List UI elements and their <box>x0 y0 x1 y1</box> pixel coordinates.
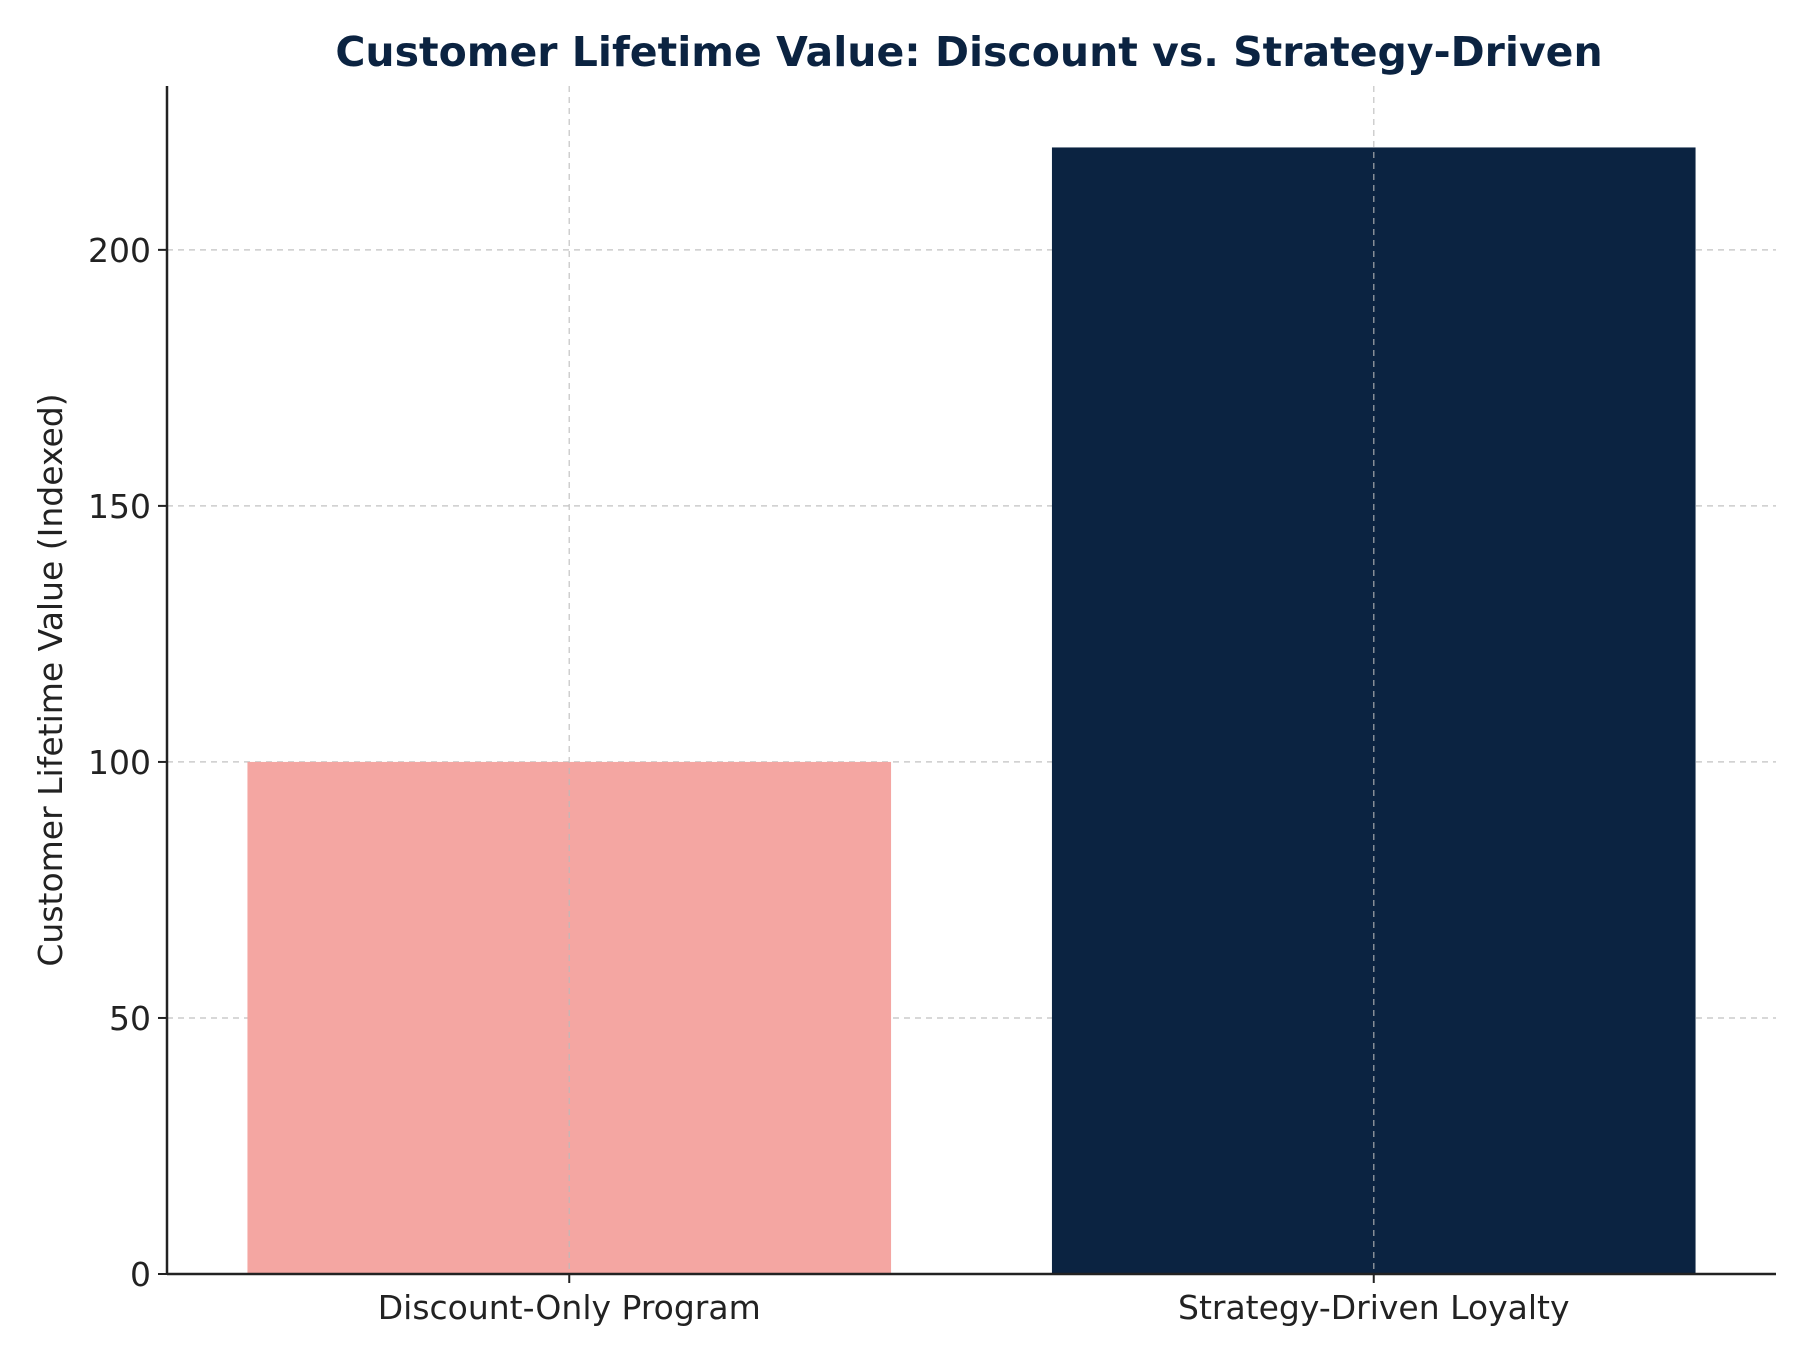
y-tick-label-150: 150 <box>88 487 151 526</box>
vertical-gridlines <box>568 86 1375 1274</box>
bar-1 <box>1051 147 1696 1275</box>
y-tick-label-200: 200 <box>88 231 151 270</box>
x-tick-label-1: Strategy-Driven Loyalty <box>1178 1288 1570 1327</box>
chart-title: Customer Lifetime Value: Discount vs. St… <box>335 28 1602 76</box>
axes <box>165 86 1776 1276</box>
bars <box>247 147 1696 1275</box>
y-tick-label-100: 100 <box>88 743 151 782</box>
y-tick-label-50: 50 <box>109 999 151 1038</box>
x-tick-label-0: Discount-Only Program <box>378 1288 761 1327</box>
y-tick-label-0: 0 <box>130 1255 151 1294</box>
y-axis-label: Customer Lifetime Value (Indexed) <box>31 393 70 966</box>
tick-labels: 0 50 100 150 200 Discount-Only Program Strateg… <box>88 231 1570 1327</box>
